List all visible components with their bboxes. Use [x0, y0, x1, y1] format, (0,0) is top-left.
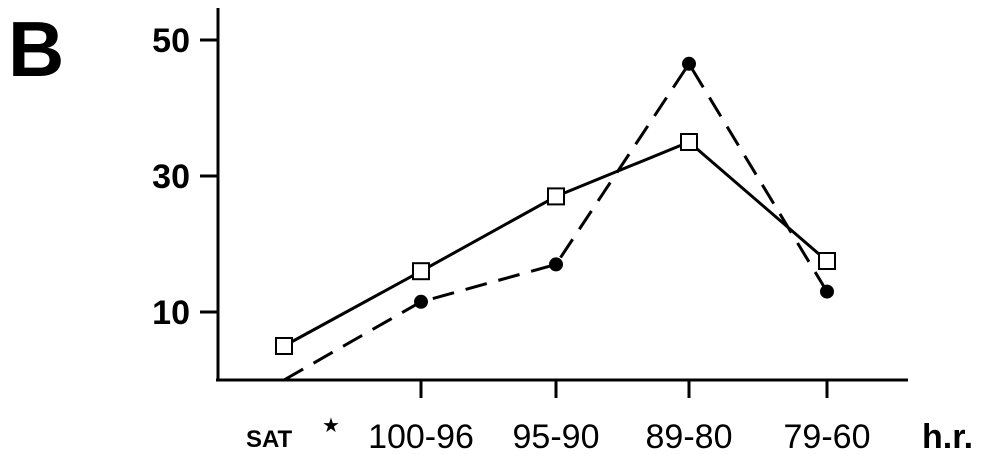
series-layer [275, 56, 836, 382]
open-square-point [818, 252, 836, 270]
filled-circle-point [414, 294, 428, 309]
y-ticks: 10 30 50 [152, 22, 218, 332]
open-square-point [680, 133, 698, 151]
open-square-point [412, 262, 430, 281]
x-tick-label: 95-90 [513, 418, 600, 454]
y-tick-label: 50 [152, 22, 190, 60]
panel-label: B [8, 5, 64, 93]
x-axis-label: h.r. [922, 418, 973, 454]
filled-circle-point [549, 257, 563, 272]
open-square-point [275, 337, 293, 355]
filled-circle-point [820, 284, 834, 299]
star-icon: ★ [322, 413, 340, 437]
filled-circle-point [682, 56, 696, 71]
y-tick-label: 10 [152, 294, 190, 332]
y-tick-label: 30 [152, 158, 190, 196]
open-square-point [547, 187, 565, 206]
x-tick-label: 79-60 [784, 418, 871, 454]
dashed-series-line [283, 62, 829, 382]
x-tick-label: 89-80 [646, 418, 733, 454]
solid-series-line [283, 140, 828, 348]
x-tick-label: 100-96 [368, 418, 474, 454]
x-ticks: SAT ★ 100-96 95-90 89-80 79-60 [246, 380, 870, 454]
x-tick-label: SAT [246, 426, 293, 453]
